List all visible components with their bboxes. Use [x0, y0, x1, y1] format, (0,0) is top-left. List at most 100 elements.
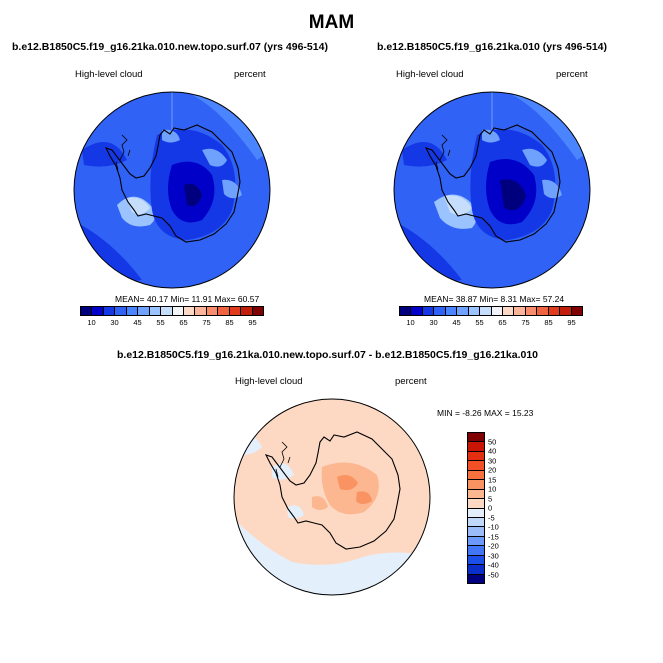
colorbar-box: [468, 489, 484, 500]
colorbar-tick-label: 65: [179, 318, 188, 327]
colorbar-tick-label: 45: [133, 318, 142, 327]
colorbar-box: [468, 517, 484, 528]
panel1-colorbar: 10 30 45 55 65 75 85 95: [80, 306, 264, 330]
colorbar-box: [149, 307, 162, 315]
colorbar-box: [195, 307, 207, 315]
colorbar-box: [126, 307, 139, 315]
colorbar-tick-label: 55: [475, 318, 484, 327]
colorbar-box: [92, 307, 104, 315]
colorbar-box: [480, 307, 492, 315]
diff-colorbar-boxes: [467, 432, 485, 584]
colorbar-tick-label: 10: [406, 318, 415, 327]
diff-polar-map: [233, 398, 431, 596]
panel1-case-title: b.e12.B1850C5.f19_g16.21ka.010.new.topo.…: [12, 41, 328, 53]
colorbar-box: [206, 307, 219, 315]
colorbar-box: [468, 546, 484, 556]
panel1-colorbar-boxes: [80, 306, 264, 316]
colorbar-box: [468, 307, 481, 315]
colorbar-tick-label: 30: [429, 318, 438, 327]
colorbar-box: [468, 555, 484, 566]
colorbar-tick-label: 0: [488, 503, 493, 513]
colorbar-box: [468, 470, 484, 481]
figure-title: MAM: [308, 12, 355, 33]
colorbar-tick-label: 50: [488, 437, 497, 446]
colorbar-box: [138, 307, 150, 315]
diff-colorbar-ticks: 50 40 30 20 15 10 5 0 -5 -10 -15 -20 -30 -40 -50: [488, 432, 512, 584]
colorbar-tick-label: -50: [488, 570, 499, 579]
colorbar-box: [514, 307, 526, 315]
colorbar-tick-label: 5: [488, 494, 493, 503]
colorbar-box: [400, 307, 412, 315]
colorbar-box: [468, 565, 484, 575]
colorbar-box: [81, 307, 93, 315]
colorbar-tick-label: 75: [521, 318, 530, 327]
colorbar-tick-label: 75: [202, 318, 211, 327]
colorbar-tick-label: 55: [156, 318, 165, 327]
panel1-map: [72, 90, 272, 290]
colorbar-tick-label: -30: [488, 551, 499, 560]
colorbar-box: [422, 307, 435, 315]
diff-case-title: b.e12.B1850C5.f19_g16.21ka.010.new.topo.…: [117, 349, 539, 361]
panel2-colorbar-boxes: [399, 306, 583, 316]
colorbar-box: [468, 433, 484, 443]
colorbar-box: [537, 307, 549, 315]
colorbar-tick-label: 10: [488, 484, 497, 494]
colorbar-box: [468, 442, 484, 452]
diff-map: [232, 397, 432, 597]
panel2-variable-label: High-level cloud: [396, 69, 464, 80]
colorbar-box: [229, 307, 242, 315]
colorbar-box: [468, 499, 484, 509]
colorbar-box: [468, 461, 484, 471]
colorbar-box: [571, 307, 582, 315]
colorbar-box: [434, 307, 446, 315]
colorbar-box: [172, 307, 184, 315]
colorbar-box: [252, 307, 263, 315]
colorbar-tick-label: 30: [110, 318, 119, 327]
panel1-units-label: percent: [234, 69, 266, 80]
colorbar-tick-label: 95: [567, 318, 576, 327]
panel1-variable-label: High-level cloud: [75, 69, 143, 80]
diff-units-label: percent: [395, 376, 427, 387]
colorbar-tick-label: 15: [488, 475, 497, 484]
colorbar-box: [491, 307, 503, 315]
panel2-stats: MEAN= 38.87 Min= 8.31 Max= 57.24: [424, 294, 565, 304]
panel2-colorbar: 10 30 45 55 65 75 85 95: [399, 306, 583, 330]
colorbar-box: [103, 307, 116, 315]
colorbar-tick-label: -20: [488, 541, 499, 551]
colorbar-box: [468, 536, 484, 547]
diff-variable-label: High-level cloud: [235, 376, 303, 387]
panel1-stats: MEAN= 40.17 Min= 11.91 Max= 60.57: [115, 294, 260, 304]
colorbar-tick-label: 10: [87, 318, 96, 327]
colorbar-tick-label: 85: [225, 318, 234, 327]
colorbar-tick-label: 95: [248, 318, 257, 327]
colorbar-box: [218, 307, 230, 315]
panel2-colorbar-ticks: 10 30 45 55 65 75 85 95: [399, 318, 583, 330]
colorbar-tick-label: 20: [488, 465, 497, 475]
panel2-polar-map: [393, 91, 591, 289]
diff-colorbar: 50 40 30 20 15 10 5 0 -5 -10 -15 -20 -30 -40 -50: [467, 432, 499, 584]
colorbar-box: [525, 307, 538, 315]
colorbar-box: [445, 307, 458, 315]
panel1-colorbar-ticks: 10 30 45 55 65 75 85 95: [80, 318, 264, 330]
colorbar-box: [468, 480, 484, 490]
colorbar-tick-label: 65: [498, 318, 507, 327]
colorbar-box: [241, 307, 253, 315]
colorbar-tick-label: -10: [488, 522, 499, 532]
colorbar-box: [457, 307, 469, 315]
panel2-units-label: percent: [556, 69, 588, 80]
colorbar-box: [468, 527, 484, 537]
colorbar-tick-label: 40: [488, 446, 497, 456]
colorbar-box: [548, 307, 561, 315]
colorbar-tick-label: -15: [488, 532, 499, 541]
colorbar-tick-label: -40: [488, 560, 499, 570]
colorbar-box: [115, 307, 127, 315]
colorbar-box: [468, 508, 484, 518]
panel2-map: [392, 90, 592, 290]
panel1-polar-map: [73, 91, 271, 289]
colorbar-tick-label: -5: [488, 513, 495, 522]
diff-stats: MIN = -8.26 MAX = 15.23: [437, 408, 534, 418]
colorbar-box: [183, 307, 196, 315]
colorbar-tick-label: 85: [544, 318, 553, 327]
colorbar-tick-label: 30: [488, 456, 497, 465]
panel2-case-title: b.e12.B1850C5.f19_g16.21ka.010 (yrs 496-…: [377, 41, 607, 53]
